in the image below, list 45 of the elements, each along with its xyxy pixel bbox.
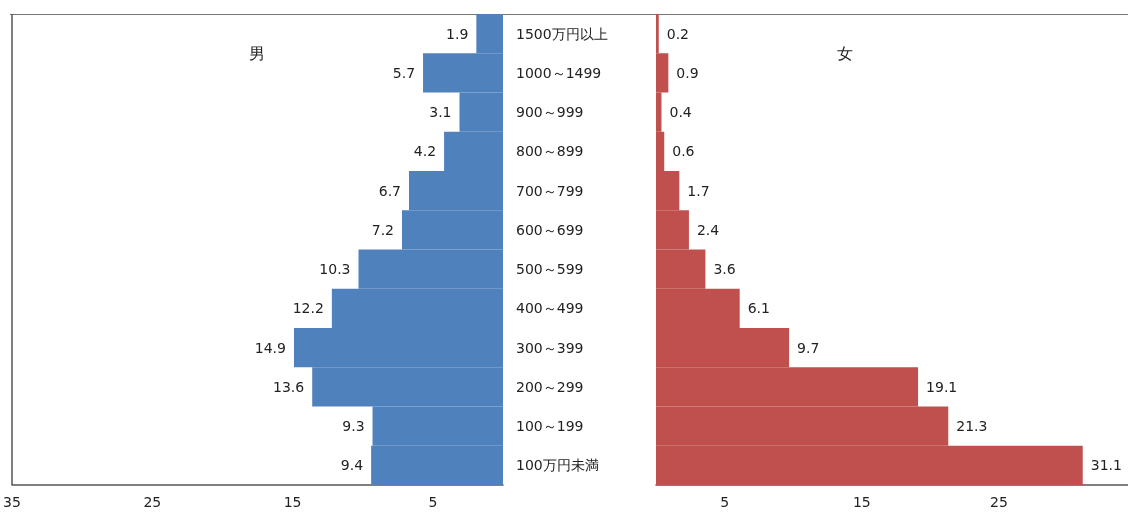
data-label: 19.1 <box>926 378 958 395</box>
y-tick-label: 100～199 <box>516 418 584 435</box>
data-label: 10.3 <box>319 261 351 278</box>
y-tick-label: 800～899 <box>516 143 584 160</box>
data-label: 6.1 <box>747 300 770 317</box>
data-label: 9.3 <box>342 418 365 435</box>
x-tick-label: 25 <box>990 494 1008 510</box>
y-tick-label: 100万円未満 <box>516 457 599 474</box>
y-tick-label: 1000～1499 <box>516 64 602 81</box>
text: 女 <box>837 43 853 63</box>
y-tick-label: 200～299 <box>516 378 584 395</box>
data-label: 21.3 <box>956 418 988 435</box>
data-label: 7.2 <box>371 221 394 238</box>
y-tick-label: 1500万円以上 <box>516 25 608 42</box>
x-tick-label: 15 <box>283 494 302 510</box>
text: 男 <box>249 43 265 63</box>
data-label: 3.6 <box>713 261 736 278</box>
data-label: 0.2 <box>666 25 690 42</box>
data-label: 31.1 <box>1090 457 1122 474</box>
y-tick-label: 700～799 <box>516 182 584 199</box>
y-tick-label: 400～499 <box>516 300 584 317</box>
data-label: 14.9 <box>254 339 286 356</box>
y-tick-label: 600～699 <box>516 221 584 238</box>
data-label: 3.1 <box>429 104 452 121</box>
data-label: 1.9 <box>446 25 469 42</box>
data-label: 6.7 <box>378 182 402 199</box>
data-label: 12.2 <box>292 300 324 317</box>
x-tick-label: 15 <box>852 494 871 510</box>
data-label: 2.4 <box>696 221 720 238</box>
x-tick-label: 35 <box>3 494 21 510</box>
x-tick-label: 5 <box>720 494 730 510</box>
data-label: 0.6 <box>672 143 695 160</box>
data-label: 13.6 <box>273 378 305 395</box>
data-label: 0.4 <box>669 104 692 121</box>
data-label: 9.7 <box>797 339 820 356</box>
data-label: 5.7 <box>392 64 416 81</box>
x-tick-label: 5 <box>428 494 438 510</box>
y-tick-label: 500～599 <box>516 261 584 278</box>
x-tick-label: 25 <box>143 494 162 510</box>
y-tick-label: 300～399 <box>516 339 584 356</box>
y-tick-label: 900～999 <box>516 104 584 121</box>
data-label: 0.9 <box>676 64 699 81</box>
data-label: 1.7 <box>687 182 710 199</box>
data-label: 9.4 <box>340 457 364 474</box>
data-label: 4.2 <box>413 143 437 160</box>
